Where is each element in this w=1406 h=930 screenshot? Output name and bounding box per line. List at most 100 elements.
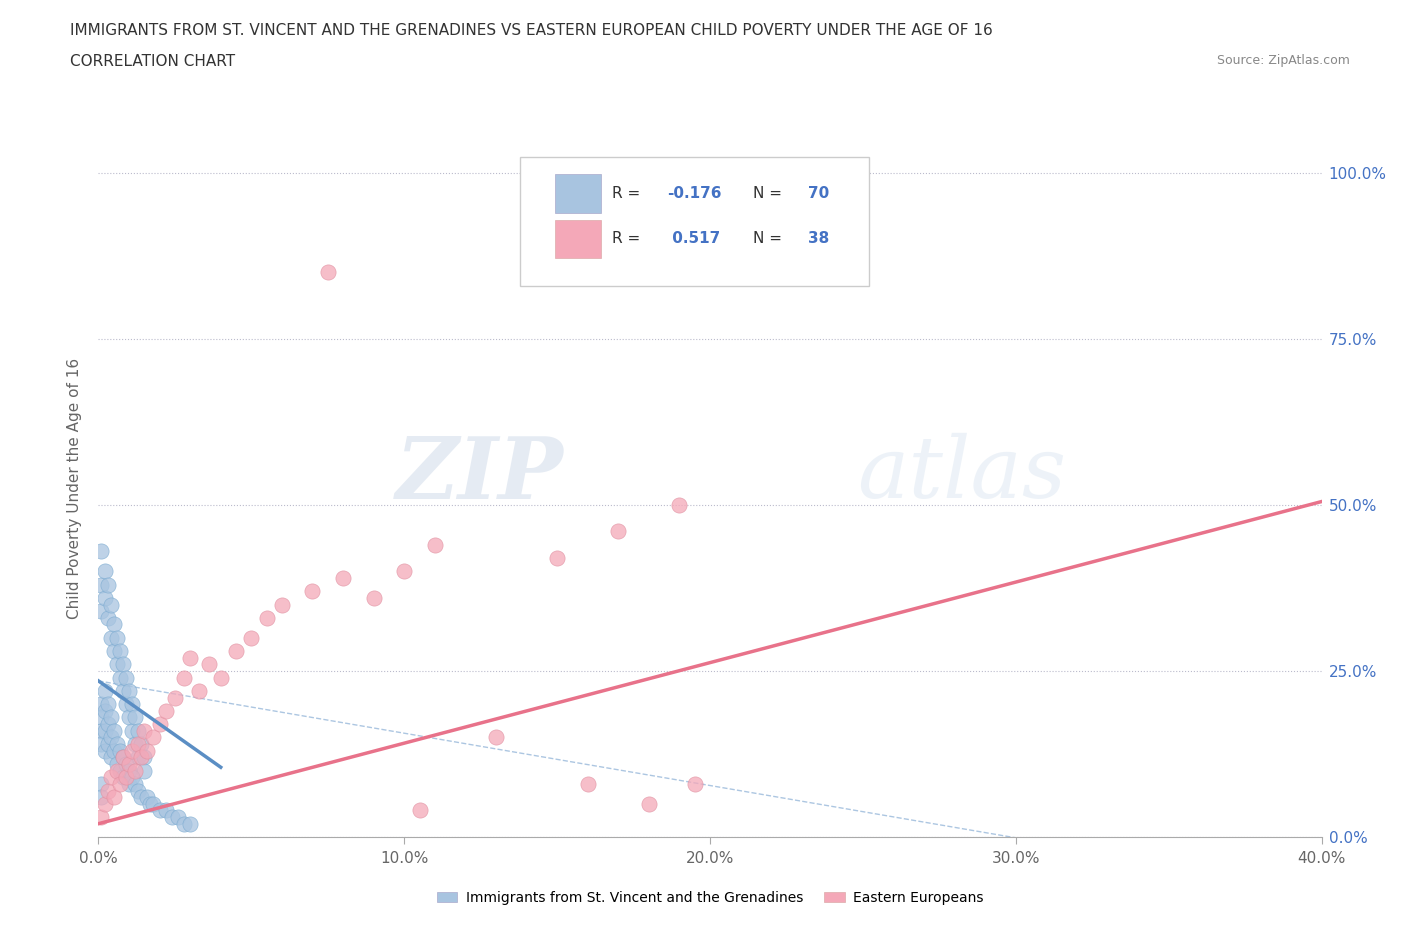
Point <box>105 764 128 778</box>
Point <box>111 770 134 785</box>
Point <box>97 610 120 625</box>
Point <box>129 750 152 764</box>
Point <box>103 724 125 738</box>
Point <box>103 790 125 804</box>
Point <box>93 796 115 811</box>
Point <box>111 657 134 671</box>
Point <box>149 803 172 817</box>
Point <box>225 644 247 658</box>
Point <box>93 564 115 578</box>
Point <box>93 743 115 758</box>
Point <box>90 737 112 751</box>
Point <box>90 777 112 791</box>
FancyBboxPatch shape <box>555 219 602 258</box>
Point <box>97 578 120 592</box>
Text: atlas: atlas <box>856 433 1066 515</box>
Point <box>97 697 120 711</box>
Point <box>108 743 131 758</box>
Point <box>90 810 112 825</box>
Point <box>90 697 112 711</box>
Point <box>136 743 159 758</box>
Point <box>111 750 134 764</box>
Point <box>90 724 112 738</box>
Point <box>93 724 115 738</box>
Point <box>683 777 706 791</box>
Point <box>127 724 149 738</box>
Text: -0.176: -0.176 <box>668 186 721 201</box>
Text: R =: R = <box>612 232 645 246</box>
Point <box>100 631 122 645</box>
Point <box>121 724 143 738</box>
Point <box>121 770 143 785</box>
Point <box>576 777 599 791</box>
Point <box>134 724 156 738</box>
Point <box>90 578 112 592</box>
Point <box>240 631 263 645</box>
Point <box>301 584 323 599</box>
Point <box>270 597 292 612</box>
Point <box>111 684 134 698</box>
Point <box>100 597 122 612</box>
Point <box>167 810 190 825</box>
Point <box>179 650 201 665</box>
Point <box>197 657 219 671</box>
Point <box>90 544 112 559</box>
Point <box>129 790 152 804</box>
Point <box>256 610 278 625</box>
Point <box>121 697 143 711</box>
Point <box>118 756 141 771</box>
Text: IMMIGRANTS FROM ST. VINCENT AND THE GRENADINES VS EASTERN EUROPEAN CHILD POVERTY: IMMIGRANTS FROM ST. VINCENT AND THE GREN… <box>70 23 993 38</box>
Point <box>124 710 146 724</box>
Point <box>155 803 177 817</box>
Text: R =: R = <box>612 186 645 201</box>
Text: N =: N = <box>752 232 787 246</box>
Point <box>105 631 128 645</box>
Text: ZIP: ZIP <box>395 432 564 516</box>
Point <box>118 764 141 778</box>
Point <box>115 770 138 785</box>
Point <box>118 777 141 791</box>
Point <box>97 717 120 732</box>
Point <box>637 796 661 811</box>
Point <box>103 617 125 631</box>
Point <box>408 803 430 817</box>
Point <box>105 737 128 751</box>
Point <box>209 671 232 685</box>
Point <box>668 498 690 512</box>
Point <box>127 737 149 751</box>
Point <box>316 265 339 280</box>
Point <box>485 730 508 745</box>
Point <box>127 783 149 798</box>
Point <box>179 817 201 831</box>
Point <box>332 570 354 585</box>
Point <box>136 790 159 804</box>
Point <box>160 810 183 825</box>
Point <box>139 796 162 811</box>
Point <box>124 777 146 791</box>
Point <box>134 750 156 764</box>
Point <box>108 644 131 658</box>
Point <box>90 790 112 804</box>
Point <box>163 690 186 705</box>
Point <box>108 671 131 685</box>
Text: 38: 38 <box>808 232 830 246</box>
Y-axis label: Child Poverty Under the Age of 16: Child Poverty Under the Age of 16 <box>67 358 83 618</box>
Point <box>105 756 128 771</box>
Point <box>108 764 131 778</box>
Point <box>124 737 146 751</box>
Point <box>93 591 115 605</box>
Point <box>115 671 138 685</box>
Point <box>103 644 125 658</box>
Text: N =: N = <box>752 186 787 201</box>
Point <box>129 737 152 751</box>
Text: Source: ZipAtlas.com: Source: ZipAtlas.com <box>1216 54 1350 67</box>
Point <box>173 817 195 831</box>
Point <box>100 730 122 745</box>
Point <box>90 604 112 618</box>
Point <box>118 710 141 724</box>
Point <box>188 684 211 698</box>
Point <box>392 564 416 578</box>
Point <box>121 743 143 758</box>
Point <box>90 710 112 724</box>
Point <box>155 703 177 718</box>
